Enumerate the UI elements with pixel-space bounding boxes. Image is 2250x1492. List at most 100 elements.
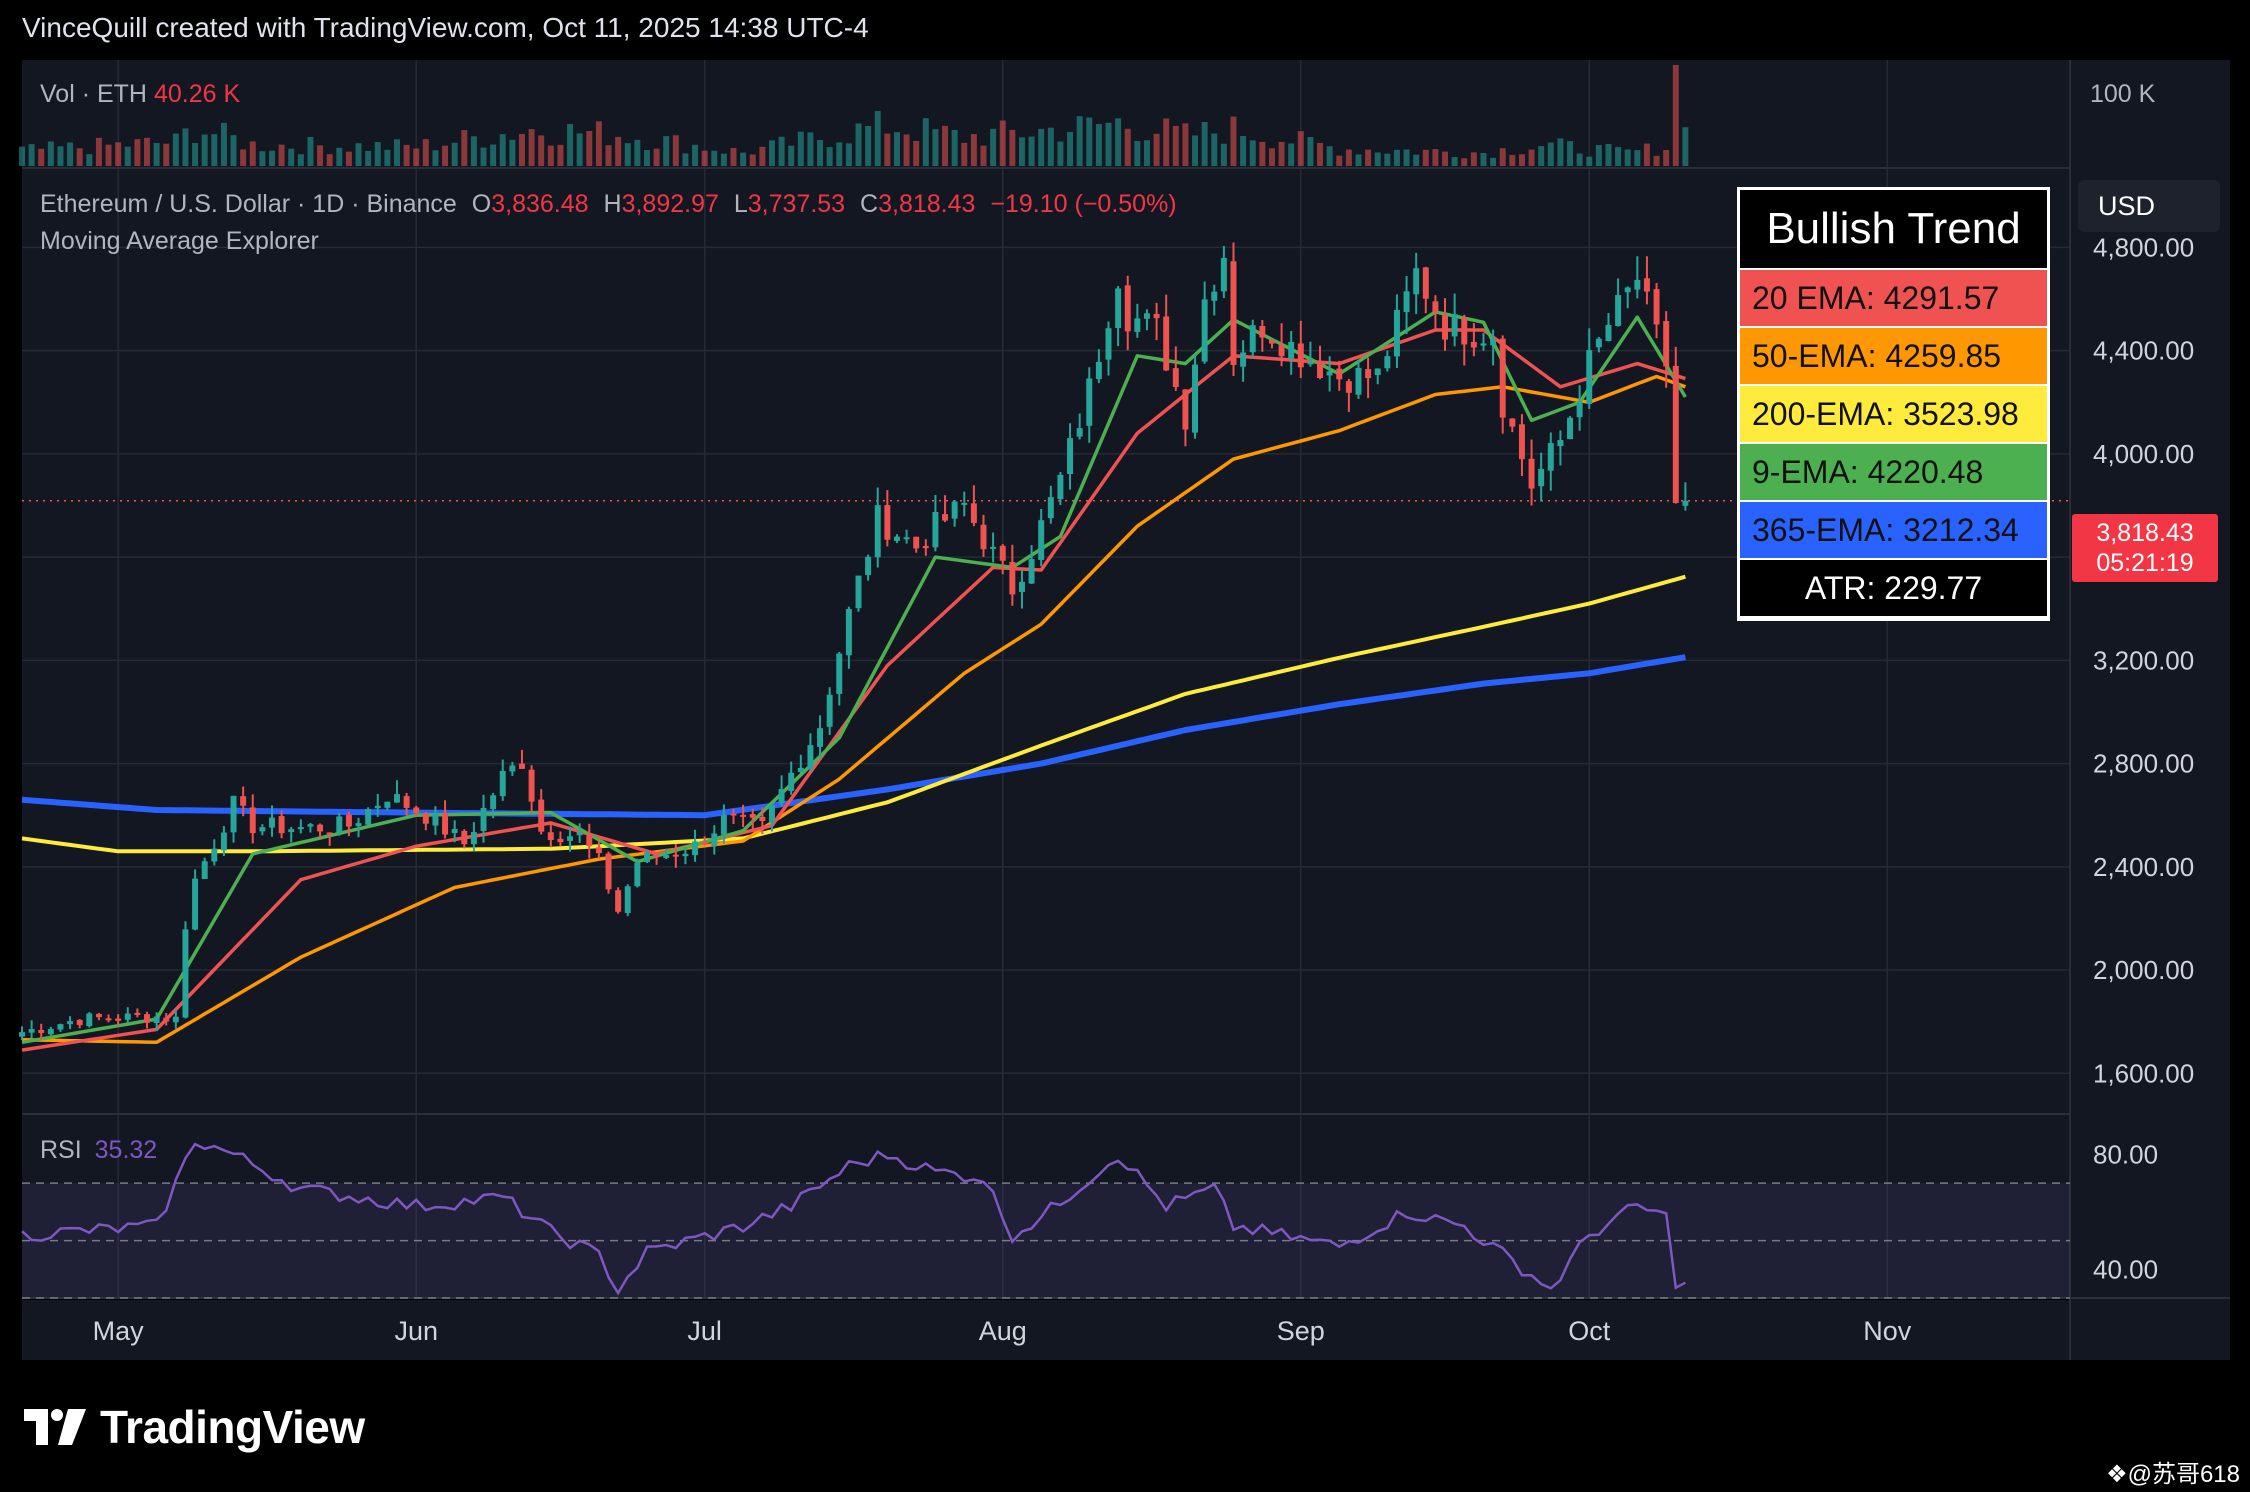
volume-bar [1634, 150, 1641, 166]
candle [1653, 283, 1660, 339]
candle-body [1124, 285, 1131, 332]
candle [1624, 286, 1631, 309]
volume-bar [153, 142, 160, 166]
volume-bar [865, 125, 872, 166]
time-axis-label: Jul [687, 1316, 722, 1346]
volume-bar [297, 154, 304, 166]
candle-body [1057, 474, 1064, 500]
rsi-axis-label: 40.00 [2093, 1254, 2158, 1284]
candle-body [778, 789, 785, 804]
volume-bar [413, 148, 420, 166]
candle-body [307, 824, 314, 827]
candle-body [86, 1013, 93, 1027]
candle [1422, 266, 1429, 314]
candle-body [297, 827, 304, 830]
volume-bar [365, 150, 372, 166]
candle-body [1547, 443, 1554, 471]
volume-bar [499, 134, 506, 166]
time-axis-label: Nov [1863, 1316, 1912, 1346]
candle-body [730, 813, 737, 816]
volume-bar [144, 137, 150, 166]
volume-bar [1595, 145, 1602, 166]
candle [682, 847, 689, 865]
candle-body [874, 505, 881, 558]
volume-bar [1336, 155, 1343, 166]
candle-body [1365, 369, 1372, 379]
candle-body [105, 1018, 112, 1021]
candle [990, 532, 997, 563]
candle [1182, 389, 1189, 447]
candle [153, 1012, 160, 1032]
volume-bar [1345, 149, 1352, 166]
volume-bar [105, 144, 112, 166]
candle-body [749, 814, 756, 818]
candle-body [1653, 289, 1660, 325]
volume-bar [970, 134, 977, 166]
volume-value: 40.26 K [153, 80, 241, 108]
time-axis-label: May [93, 1316, 145, 1346]
candle [711, 825, 718, 855]
volume-bar [1518, 154, 1525, 166]
volume-bar [990, 128, 997, 166]
candle-body [38, 1029, 45, 1033]
candle-body [1240, 352, 1247, 367]
candle-body [567, 836, 574, 841]
candle [1634, 256, 1641, 299]
volume-bar [57, 146, 64, 166]
candle-body [134, 1012, 141, 1015]
candle [653, 852, 660, 865]
candle [567, 826, 574, 852]
candle [1643, 256, 1650, 305]
volume-bar [182, 128, 189, 166]
candle-body [95, 1013, 102, 1018]
symbol-info-bar: Ethereum / U.S. Dollar · 1D · Binance O3… [40, 190, 1177, 219]
volume-bar [67, 142, 74, 166]
volume-bar [1393, 149, 1400, 166]
legend-row-ema50: 50-EMA: 4259.85 [1740, 328, 2047, 384]
volume-bar [1278, 141, 1285, 166]
currency-button[interactable]: USD [2078, 180, 2220, 232]
last-price-value: 3,818.43 [2096, 519, 2194, 547]
candle [1451, 293, 1458, 347]
tradingview-logo[interactable]: TradingView [24, 1400, 365, 1454]
volume-bar [605, 145, 612, 166]
volume-bar [1413, 154, 1420, 166]
volume-bar [1374, 152, 1381, 166]
candle-body [47, 1029, 54, 1035]
candle [57, 1023, 64, 1032]
candle [1336, 360, 1343, 391]
candle-body [144, 1014, 150, 1023]
price-axis-label: 3,200.00 [2093, 645, 2194, 675]
candle [307, 822, 314, 833]
candle [1018, 569, 1025, 609]
candle [1143, 309, 1150, 331]
candle [1220, 245, 1227, 299]
candle-body [1634, 279, 1641, 290]
candle-body [624, 886, 631, 913]
volume-bar [422, 139, 429, 166]
volume-bar [701, 150, 708, 166]
volume-bar [1643, 143, 1650, 166]
candle-body [201, 861, 208, 880]
candle [394, 780, 400, 803]
candle [269, 805, 275, 837]
indicator-name[interactable]: Moving Average Explorer [40, 227, 319, 255]
close-label: C [860, 190, 879, 218]
volume-bar [643, 150, 650, 166]
candle [547, 823, 554, 848]
candle-body [893, 536, 900, 541]
candle [942, 495, 949, 523]
volume-bar [1557, 138, 1564, 166]
volume-bar [807, 132, 814, 166]
symbol-name[interactable]: Ethereum / U.S. Dollar · 1D · Binance [40, 190, 457, 218]
candle-countdown: 05:21:19 [2096, 549, 2194, 577]
candle [1682, 482, 1689, 511]
candle-body [461, 830, 468, 845]
volume-bar [1365, 149, 1372, 166]
volume-bar [480, 147, 487, 166]
candle-body [1422, 267, 1429, 299]
candle-body [1268, 339, 1275, 344]
volume-bar [374, 142, 381, 166]
candle-body [740, 814, 747, 817]
